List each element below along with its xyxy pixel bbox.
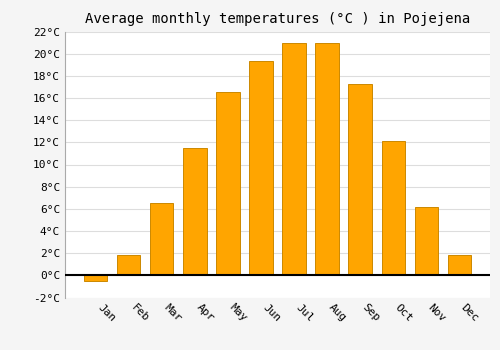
Bar <box>84 275 108 281</box>
Bar <box>118 256 141 275</box>
Bar <box>348 84 372 275</box>
Bar <box>250 62 272 275</box>
Bar <box>282 43 306 275</box>
Bar <box>382 141 404 275</box>
Bar <box>414 206 438 275</box>
Bar <box>216 92 240 275</box>
Bar <box>184 148 206 275</box>
Title: Average monthly temperatures (°C ) in Pojejena: Average monthly temperatures (°C ) in Po… <box>85 12 470 26</box>
Bar <box>448 256 470 275</box>
Bar <box>316 43 338 275</box>
Bar <box>150 203 174 275</box>
